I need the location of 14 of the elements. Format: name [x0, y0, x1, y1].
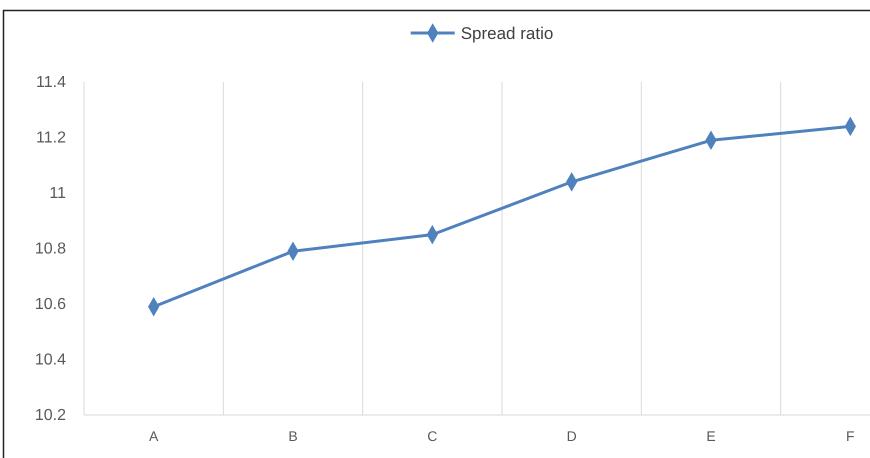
y-tick-label: 10.6 [34, 296, 66, 314]
y-tick-label: 10.4 [34, 352, 66, 369]
legend-label: Spread ratio [460, 24, 554, 43]
x-tick-label: C [427, 428, 438, 444]
x-tick-label: F [846, 428, 855, 444]
y-tick-label: 11.4 [36, 74, 66, 92]
y-tick-label: 11 [49, 185, 66, 202]
x-tick-label: A [148, 428, 159, 444]
x-tick-label: E [706, 428, 716, 444]
y-tick-label: 10.8 [34, 240, 66, 258]
x-tick-label: D [566, 428, 577, 444]
y-tick-label: 10.2 [34, 407, 66, 424]
y-tick-label: 11.2 [36, 130, 66, 147]
x-tick-label: B [288, 428, 298, 444]
